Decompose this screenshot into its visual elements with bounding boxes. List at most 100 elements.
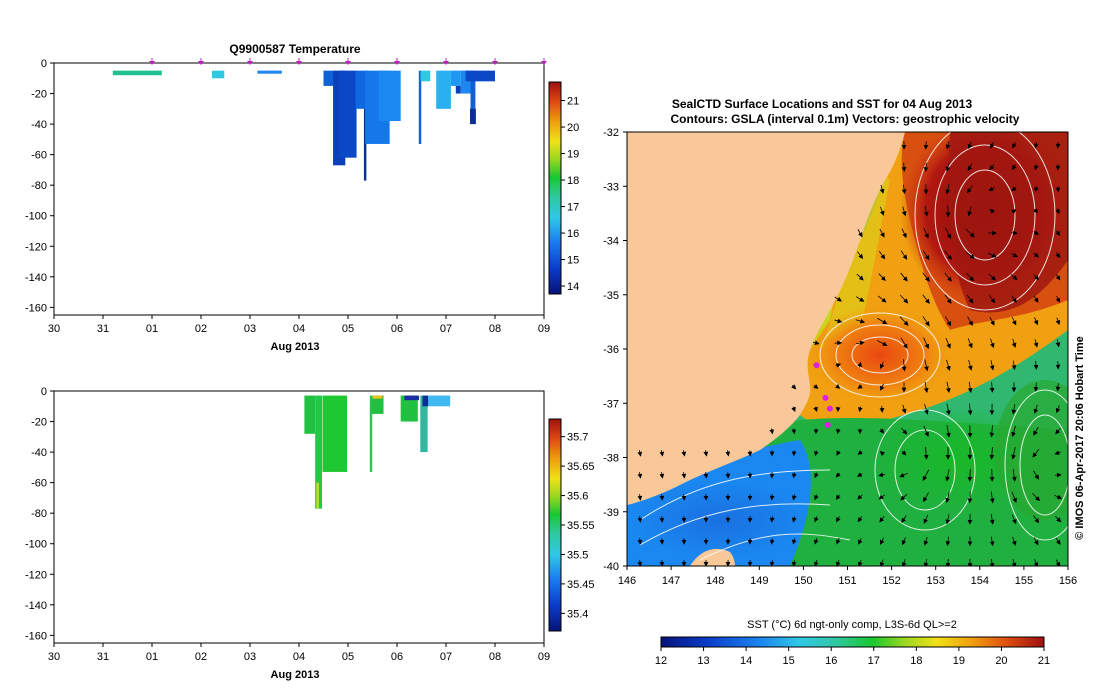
coastal-front-yellow bbox=[825, 160, 890, 340]
velocity-vector bbox=[989, 338, 995, 349]
lon-tick-label: 148 bbox=[706, 575, 724, 587]
y-tick-label: -120 bbox=[25, 569, 47, 581]
geostrophic-velocity-vectors bbox=[637, 141, 1063, 566]
velocity-vector bbox=[900, 250, 908, 260]
colorbar-tick-label: 18 bbox=[567, 175, 579, 187]
velocity-vector bbox=[945, 162, 951, 172]
x-tick-label: 02 bbox=[195, 651, 207, 663]
velocity-vector bbox=[966, 185, 973, 194]
velocity-vector bbox=[923, 514, 929, 524]
y-tick-label: -100 bbox=[25, 539, 47, 551]
profile-cell bbox=[371, 395, 384, 414]
gsla-contours bbox=[639, 132, 1068, 561]
lat-tick-label: -32 bbox=[603, 127, 619, 139]
y-tick-label: -160 bbox=[25, 302, 47, 314]
velocity-vector bbox=[967, 206, 973, 217]
velocity-vector bbox=[1011, 317, 1017, 326]
lat-tick-label: -33 bbox=[603, 181, 619, 193]
velocity-vector bbox=[814, 537, 819, 545]
map-title: SealCTD Surface Locations and SST for 04… bbox=[672, 97, 973, 111]
profile-cell bbox=[212, 70, 225, 79]
lat-tick-label: -35 bbox=[603, 290, 619, 302]
velocity-vector bbox=[989, 316, 995, 326]
profile-cell bbox=[378, 70, 401, 122]
velocity-vector bbox=[1033, 230, 1040, 235]
velocity-vector bbox=[856, 340, 865, 346]
colorbar-tick-label: 20 bbox=[567, 122, 579, 134]
velocity-vector bbox=[1010, 230, 1018, 236]
velocity-vector bbox=[879, 450, 885, 457]
velocity-vector bbox=[791, 537, 797, 545]
sst-colorbar-tick-label: 13 bbox=[697, 655, 709, 667]
temperature-section-panel: Q9900587 Temperature 0 -20 -40 -60 -80 -100 -1… bbox=[25, 42, 579, 353]
lon-tick-label: 151 bbox=[838, 575, 856, 587]
velocity-vector bbox=[637, 537, 643, 545]
x-tick-label: 06 bbox=[391, 323, 403, 335]
sst-colorbar-tick-label: 17 bbox=[868, 655, 880, 667]
velocity-vector bbox=[1055, 472, 1062, 478]
velocity-vector bbox=[856, 472, 863, 477]
velocity-vector bbox=[814, 450, 819, 457]
velocity-vector bbox=[814, 516, 819, 523]
velocity-vector bbox=[945, 536, 951, 547]
y-tick-label: -60 bbox=[31, 150, 47, 162]
velocity-vector bbox=[965, 228, 975, 238]
y-tick-label: 0 bbox=[41, 386, 47, 398]
velocity-vector bbox=[901, 184, 907, 195]
salinity-colorbar-ticks: 35.7 35.65 35.6 35.55 35.5 35.45 35.4 bbox=[561, 432, 595, 620]
lat-tick-label: -40 bbox=[603, 561, 619, 573]
velocity-vector bbox=[791, 472, 797, 479]
velocity-vector bbox=[879, 184, 885, 194]
colorbar-tick-label: 35.6 bbox=[567, 491, 588, 503]
velocity-vector bbox=[900, 294, 909, 304]
velocity-vector bbox=[878, 251, 886, 260]
velocity-vector bbox=[703, 472, 709, 479]
velocity-vector bbox=[989, 360, 995, 371]
colorbar-tick-label: 35.65 bbox=[567, 461, 595, 473]
x-tick-label: 05 bbox=[342, 323, 354, 335]
salinity-x-label: Aug 2013 bbox=[271, 669, 320, 681]
velocity-vector bbox=[945, 141, 951, 150]
velocity-vector bbox=[1033, 339, 1039, 348]
velocity-vector bbox=[923, 227, 929, 239]
seal-location-marker bbox=[824, 421, 831, 428]
x-tick-label: 05 bbox=[342, 651, 354, 663]
velocity-vector bbox=[901, 515, 907, 524]
velocity-vector bbox=[659, 494, 665, 501]
profile-marker bbox=[443, 61, 449, 65]
velocity-vector bbox=[945, 514, 951, 525]
lon-tick-label: 155 bbox=[1015, 575, 1033, 587]
temperature-colorbar bbox=[548, 81, 562, 295]
velocity-vector bbox=[1011, 164, 1017, 171]
velocity-vector bbox=[1033, 404, 1039, 414]
temperature-y-axis: 0 -20 -40 -60 -80 -100 -120 -140 -160 bbox=[25, 58, 54, 314]
profile-marker bbox=[296, 61, 302, 65]
velocity-vector bbox=[1033, 360, 1039, 370]
velocity-vector bbox=[813, 384, 819, 389]
velocity-vector bbox=[659, 450, 665, 457]
velocity-vector bbox=[879, 559, 885, 566]
eastern-green-eddy bbox=[995, 380, 1068, 520]
velocity-vector bbox=[901, 537, 907, 546]
velocity-vector bbox=[1033, 186, 1039, 193]
profile-cell bbox=[112, 70, 162, 76]
velocity-vector bbox=[1055, 142, 1061, 149]
velocity-vector bbox=[659, 472, 665, 479]
x-tick-label: 07 bbox=[440, 323, 452, 335]
velocity-vector bbox=[923, 425, 929, 437]
velocity-vector bbox=[945, 381, 951, 394]
velocity-vector bbox=[1033, 470, 1039, 480]
lat-tick-label: -39 bbox=[603, 507, 619, 519]
velocity-vector bbox=[989, 536, 995, 547]
velocity-vector bbox=[1010, 274, 1018, 281]
profile-cell bbox=[304, 395, 316, 434]
seal-location-marker bbox=[813, 362, 820, 369]
velocity-vector bbox=[1033, 426, 1039, 436]
map-subtitle: Contours: GSLA (interval 0.1m) Vectors: … bbox=[671, 112, 1020, 126]
velocity-vector bbox=[878, 494, 886, 500]
velocity-vector bbox=[989, 446, 995, 460]
profile-cell bbox=[470, 70, 476, 125]
profile-marker bbox=[149, 61, 155, 65]
velocity-vector bbox=[922, 294, 930, 304]
velocity-vector bbox=[967, 141, 973, 150]
